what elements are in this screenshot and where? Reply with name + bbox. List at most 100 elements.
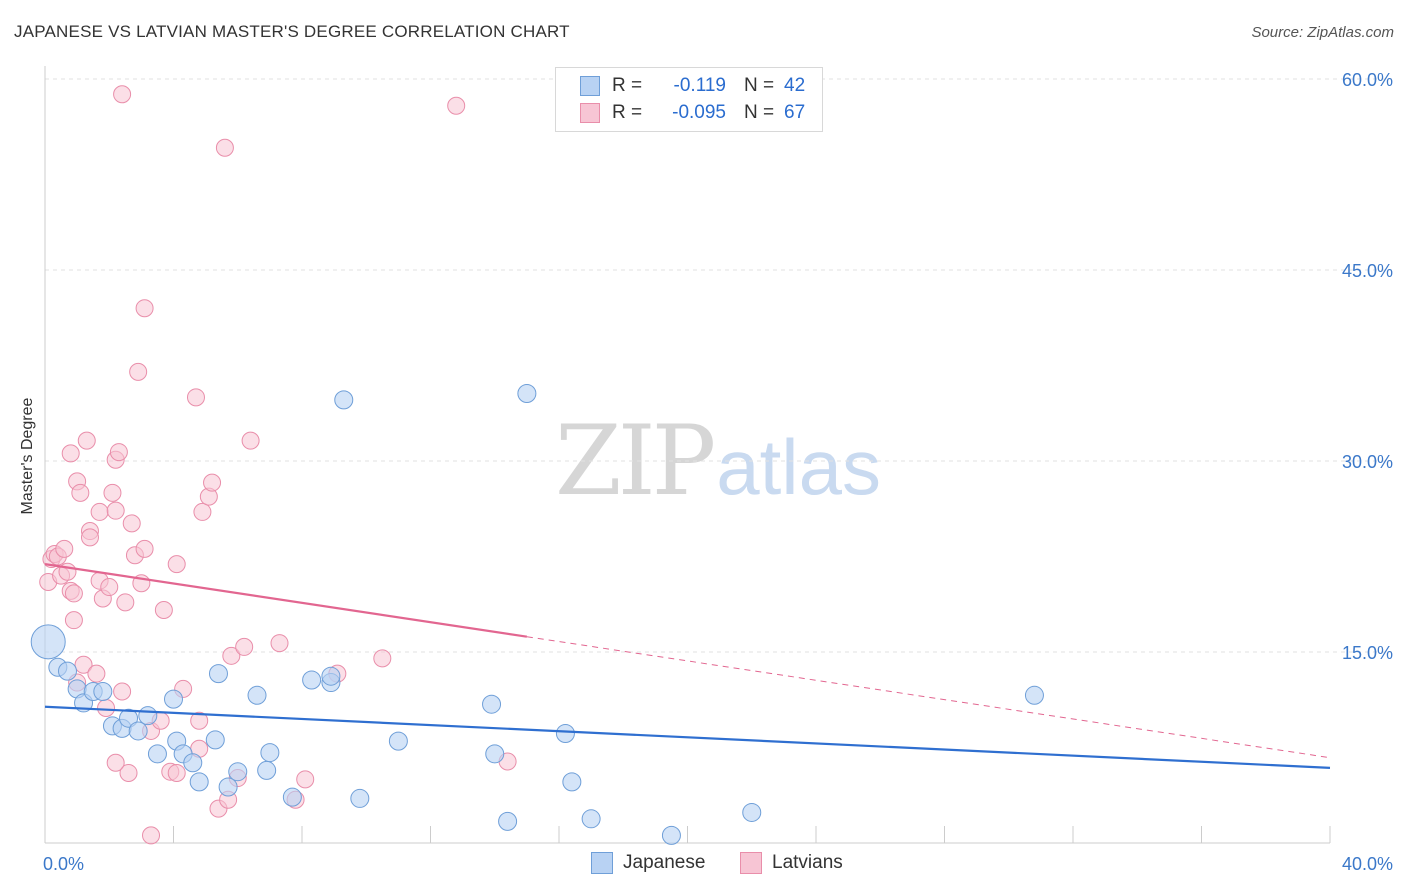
japanese-point	[260, 743, 280, 763]
japanese-point	[742, 802, 762, 822]
n-label: N =	[744, 102, 775, 123]
latvian-point	[71, 483, 90, 502]
r-value: -0.095	[672, 102, 726, 123]
r-value: -0.119	[673, 75, 726, 96]
japanese-point	[581, 809, 601, 829]
latvian-point	[167, 763, 186, 782]
latvian-point	[235, 637, 254, 656]
latvian-point	[77, 431, 96, 450]
latvian-point	[135, 539, 154, 558]
japanese-point	[661, 825, 681, 845]
japanese-trend-line	[44, 705, 1331, 769]
japanese-point	[321, 666, 341, 686]
japanese-point	[228, 762, 248, 782]
source-label: Source: ZipAtlas.com	[1251, 24, 1394, 41]
n-value: 67	[784, 102, 806, 123]
latvian-point	[64, 611, 83, 630]
stats-legend: R = -0.119 N = 42 R = -0.095 N = 67	[555, 67, 823, 132]
y-tick-label: 60.0%	[1342, 70, 1393, 90]
latvian-point	[113, 85, 132, 104]
y-tick-label: 30.0%	[1342, 452, 1393, 472]
r-label: R =	[612, 75, 643, 96]
japanese-point	[147, 744, 167, 764]
latvian-point	[167, 555, 186, 574]
latvian-point	[270, 634, 289, 653]
latvian-point	[55, 539, 74, 558]
latvian-point	[119, 763, 138, 782]
japanese-point	[282, 787, 302, 807]
japanese-point	[247, 685, 267, 705]
latvian-point	[116, 593, 135, 612]
legend-label-japanese: Japanese	[623, 852, 706, 873]
latvian-point	[186, 388, 205, 407]
series-legend: Japanese Latvians	[0, 852, 1406, 878]
latvian-point	[154, 600, 173, 619]
watermark-atlas: atlas	[716, 423, 881, 511]
japanese-point	[257, 760, 277, 780]
latvian-point	[129, 362, 148, 381]
latvian-point	[80, 528, 99, 547]
y-tick-label: 45.0%	[1342, 261, 1393, 281]
japanese-point	[93, 681, 113, 701]
y-tick-label: 15.0%	[1342, 643, 1393, 663]
japanese-point	[562, 772, 582, 792]
japanese-point	[183, 753, 203, 773]
latvian-point	[109, 443, 128, 462]
japanese-point	[350, 788, 370, 808]
x-tick-label: 40.0%	[1342, 854, 1393, 874]
legend-label-latvians: Latvians	[772, 852, 843, 873]
latvian-point	[222, 646, 241, 665]
latvian-trend-line	[44, 563, 528, 638]
latvian-point	[64, 584, 83, 603]
japanese-point	[334, 390, 354, 410]
n-value: 42	[784, 75, 806, 96]
latvian-point	[61, 444, 80, 463]
legend-item-latvians[interactable]: Latvians	[740, 852, 843, 874]
stats-legend-row-japanese: R = -0.119 N = 42	[580, 74, 805, 98]
latvian-point	[97, 699, 116, 718]
japanese-point	[138, 706, 158, 726]
latvian-point	[190, 711, 209, 730]
latvian-legend-swatch	[740, 852, 762, 874]
japanese-point	[164, 689, 183, 709]
legend-item-japanese[interactable]: Japanese	[591, 852, 705, 874]
japanese-point	[388, 731, 408, 751]
x-tick-label: 0.0%	[43, 854, 84, 874]
latvian-point	[296, 770, 315, 789]
latvian-point	[100, 578, 119, 597]
stats-legend-row-latvians: R = -0.095 N = 67	[580, 101, 805, 125]
chart-title: JAPANESE VS LATVIAN MASTER'S DEGREE CORR…	[14, 22, 570, 41]
japanese-point	[57, 661, 77, 681]
latvian-point	[241, 431, 260, 450]
latvian-point	[373, 649, 392, 668]
japanese-swatch	[580, 76, 600, 96]
japanese-point	[205, 730, 225, 750]
latvian-point	[193, 502, 212, 521]
japanese-point	[498, 811, 518, 831]
latvian-point	[447, 96, 466, 115]
japanese-point	[555, 723, 575, 743]
japanese-point	[302, 670, 322, 690]
latvian-point	[215, 138, 234, 157]
latvian-point	[113, 682, 132, 701]
latvian-point	[90, 502, 109, 521]
latvian-swatch	[580, 103, 600, 123]
japanese-point	[119, 708, 139, 728]
latvian-point	[106, 753, 125, 772]
latvian-point	[142, 826, 161, 845]
r-label: R =	[612, 102, 643, 123]
n-label: N =	[744, 75, 775, 96]
latvian-trend-extension	[526, 636, 1331, 759]
japanese-legend-swatch	[591, 852, 613, 874]
japanese-point	[30, 624, 66, 660]
latvian-point	[103, 483, 122, 502]
japanese-point	[218, 777, 238, 797]
japanese-point	[208, 664, 228, 684]
japanese-point	[485, 744, 505, 764]
latvian-point	[135, 299, 154, 318]
latvian-point	[106, 501, 125, 520]
latvian-point	[87, 664, 106, 683]
japanese-point	[482, 694, 502, 714]
japanese-point	[517, 384, 537, 404]
